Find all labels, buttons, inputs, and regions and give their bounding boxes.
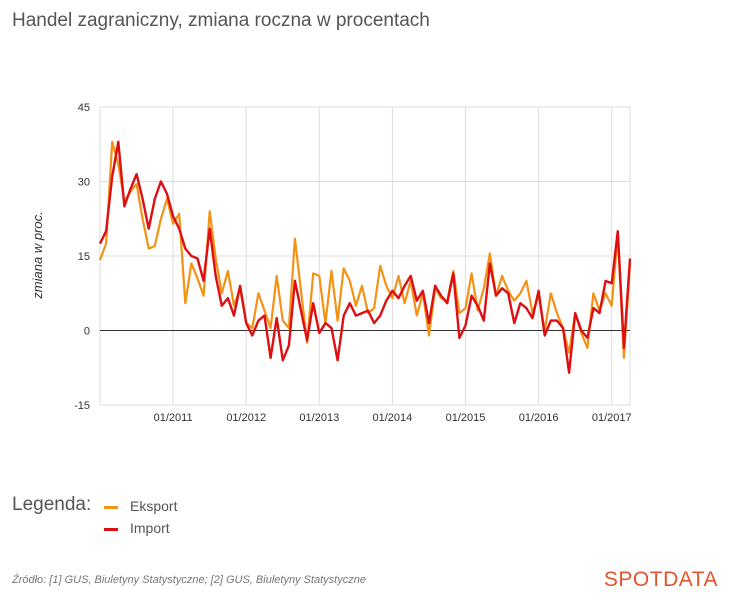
series-line-eksport (98, 140, 632, 359)
y-tick-label: -15 (74, 400, 90, 412)
source-note: Źródło: [1] GUS, Biuletyny Statystyczne;… (12, 574, 366, 586)
x-tick-label: 01/2016 (519, 412, 559, 424)
legend-item-eksport: Eksport (104, 498, 177, 514)
legend-label-import: Import (130, 520, 170, 536)
y-tick-label: 0 (84, 326, 90, 338)
y-tick-labels: 45 30 15 0 -15 (74, 102, 90, 412)
legend-label-eksport: Eksport (130, 498, 178, 514)
legend-swatch-eksport (104, 505, 118, 509)
x-tick-label: 01/2017 (592, 412, 632, 424)
series-line-import (98, 140, 632, 374)
legend-item-import: Import (104, 520, 170, 536)
y-tick-label: 15 (78, 251, 90, 263)
x-tick-label: 01/2015 (446, 412, 486, 424)
y-axis-label: zmiana w proc. (30, 211, 45, 299)
x-tick-label: 01/2013 (299, 412, 339, 424)
x-tick-label: 01/2012 (226, 412, 266, 424)
x-tick-labels: 01/2011 01/2012 01/2013 01/2014 01/2015 01/20… (154, 412, 632, 424)
brand-logo: SPOTDATA (603, 568, 718, 591)
x-tick-label: 01/2011 (154, 412, 193, 424)
y-tick-label: 45 (78, 102, 90, 114)
legend-swatch-import (104, 527, 118, 531)
legend-title: Legenda: (12, 494, 92, 515)
y-tick-label: 30 (78, 177, 90, 189)
chart-title: Handel zagraniczny, zmiana roczna w proc… (12, 10, 430, 31)
horizontal-gridlines (99, 106, 631, 406)
x-tick-label: 01/2014 (373, 412, 413, 424)
